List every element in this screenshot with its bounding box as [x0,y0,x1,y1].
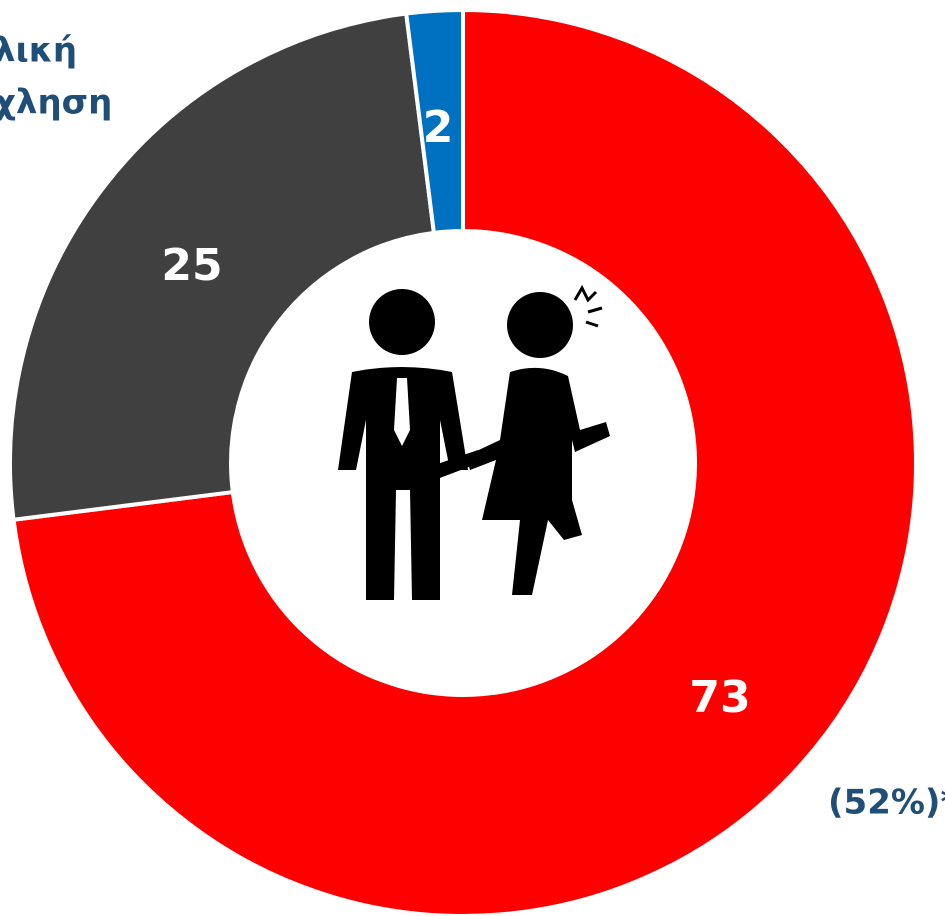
annotation: (52%)* [828,783,945,823]
page: λική χληση (52%)* 73252 (() => { const d… [0,0,945,916]
annotation: λική [0,31,77,71]
data-label: 73 [689,672,750,723]
data-label: 2 [423,102,454,153]
data-label: 25 [161,240,222,291]
chart: λική χληση (52%)* 73 25 2 [0,0,945,916]
annotation: χληση [0,83,112,123]
